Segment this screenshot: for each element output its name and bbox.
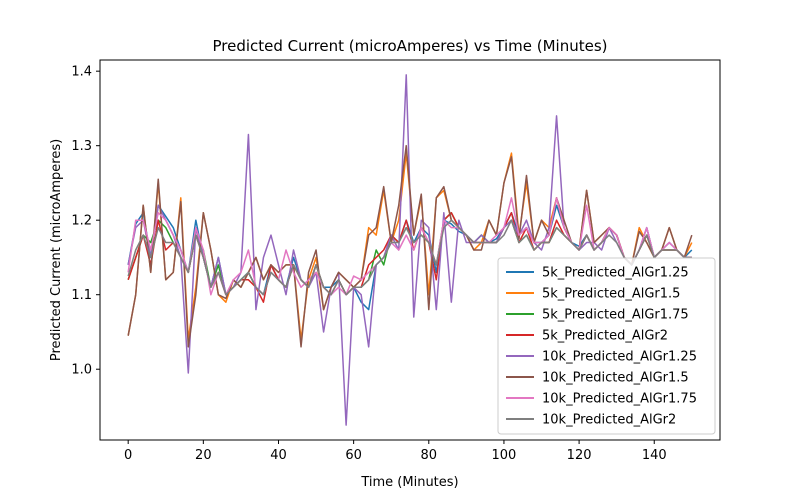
x-tick-label: 20	[195, 448, 212, 463]
legend-label: 10k_Predicted_AlGr2	[542, 413, 676, 428]
y-tick-label: 1.4	[71, 65, 92, 80]
x-tick-label: 140	[642, 448, 667, 463]
legend-label: 5k_Predicted_AlGr1.25	[542, 266, 689, 281]
y-tick-label: 1.1	[71, 288, 92, 303]
x-tick-label: 100	[492, 448, 517, 463]
y-tick-label: 1.3	[71, 139, 92, 154]
x-tick-label: 80	[421, 448, 438, 463]
x-axis-label: Time (Minutes)	[360, 475, 458, 490]
x-tick-label: 120	[567, 448, 592, 463]
legend-label: 10k_Predicted_AlGr1.25	[542, 350, 697, 365]
legend-label: 5k_Predicted_AlGr1.75	[542, 308, 689, 323]
x-axis: 0 20 40 60 80 100 120 140	[124, 440, 667, 463]
legend-box	[497, 257, 716, 435]
y-tick-label: 1.0	[71, 363, 92, 378]
legend: 5k_Predicted_AlGr1.25 5k_Predicted_AlGr1.…	[497, 257, 716, 435]
y-axis: 1.0 1.1 1.2 1.3 1.4	[71, 65, 100, 378]
legend-label: 10k_Predicted_AlGr1.5	[542, 371, 689, 386]
legend-label: 5k_Predicted_AlGr1.5	[542, 287, 680, 302]
series-layer	[127, 74, 693, 426]
x-tick-label: 40	[270, 448, 287, 463]
y-tick-label: 1.2	[71, 214, 92, 229]
legend-label: 5k_Predicted_AlGr2	[542, 329, 668, 344]
x-tick-label: 60	[345, 448, 362, 463]
plot-frame	[99, 59, 721, 441]
chart-title: Predicted Current (microAmperes) vs Time…	[213, 37, 608, 55]
y-axis-label: Predicted Current (microAmperes)	[49, 139, 64, 361]
x-tick-label: 0	[124, 448, 132, 463]
legend-label: 10k_Predicted_AlGr1.75	[542, 392, 697, 407]
series-line-8	[127, 219, 692, 296]
series-line-6	[127, 144, 693, 348]
